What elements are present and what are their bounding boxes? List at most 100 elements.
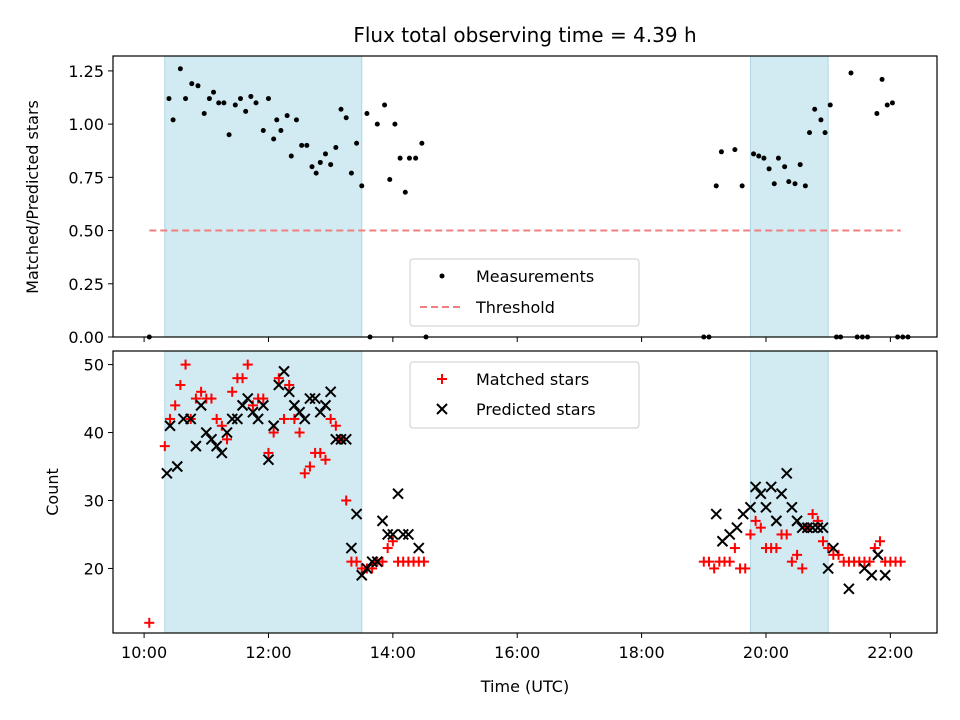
measurements-point [183, 96, 189, 102]
top-shaded-region-2 [750, 56, 829, 337]
matched-stars-point [330, 420, 341, 431]
matched-stars-point [703, 556, 714, 567]
predicted-stars-point [309, 392, 321, 405]
matched-stars-point [196, 386, 207, 397]
matched-stars-point [165, 413, 176, 424]
top-y-tick-label: 1.25 [68, 62, 104, 81]
predicted-stars-point [387, 528, 399, 541]
matched-stars-point [325, 413, 336, 424]
predicted-stars-point [252, 413, 264, 425]
predicted-stars-point [319, 399, 332, 412]
measurements-point [333, 145, 339, 151]
matched-stars-point [222, 434, 233, 445]
matched-stars-point [237, 373, 248, 384]
matched-stars-point [807, 509, 818, 520]
matched-stars-point [367, 563, 378, 574]
top-chart-title: Flux total observing time = 4.39 h [353, 23, 696, 47]
measurements-point [216, 100, 222, 106]
x-tick-label: 18:00 [619, 643, 665, 662]
x-tick-label: 22:00 [867, 643, 913, 662]
measurements-point [732, 147, 738, 153]
predicted-stars-point [330, 433, 342, 446]
top-x-ticks [143, 337, 891, 342]
measurements-point [879, 76, 885, 82]
predicted-stars-point [755, 487, 767, 500]
measurements-point [392, 121, 398, 127]
predicted-stars-point [185, 413, 197, 425]
measurements-point [419, 140, 425, 146]
matched-stars-point [180, 359, 191, 370]
matched-stars-point [781, 529, 792, 540]
measurements-point [348, 170, 354, 176]
matched-stars-point [797, 563, 808, 574]
predicted-stars-point [283, 386, 295, 398]
x-tick-label: 12:00 [245, 643, 291, 662]
predicted-stars-point [304, 392, 316, 405]
matched-stars-point [289, 413, 300, 424]
x-tick-label: 10:00 [121, 643, 167, 662]
matched-stars-point [418, 556, 429, 567]
legend-label-measurements: Measurements [476, 267, 594, 286]
measurements-point [221, 100, 227, 106]
matched-stars-point [750, 515, 761, 526]
matched-stars-point [833, 549, 844, 560]
top-y-tick-label: 1.00 [68, 115, 104, 134]
predicted-stars-point [273, 379, 285, 391]
measurements-point [274, 117, 280, 123]
measurements-point [818, 117, 824, 123]
measurements-point [374, 121, 380, 127]
matched-stars-point [268, 427, 279, 438]
predicted-stars-point [812, 521, 824, 534]
matched-stars-point [786, 556, 797, 567]
predicted-stars-point [786, 501, 798, 513]
measurements-point [889, 100, 895, 106]
predicted-stars-point [366, 555, 378, 568]
predicted-stars-point [161, 467, 173, 480]
matched-stars-point [320, 454, 331, 465]
predicted-stars-point [872, 549, 884, 561]
measurements-point [775, 155, 781, 161]
measurements-point [802, 183, 808, 189]
top-y-tick-label: 0.75 [68, 168, 104, 187]
measurements-point [177, 66, 183, 72]
matched-stars-point [351, 556, 362, 567]
predicted-stars-point [402, 528, 415, 541]
predicted-stars-point [350, 508, 363, 520]
measurements-point [359, 183, 365, 189]
bottom-y-tick-label: 40 [84, 424, 104, 443]
measurements-point [397, 155, 403, 161]
predicted-stars-point [242, 392, 254, 405]
matched-stars-point [144, 617, 155, 628]
predicted-stars-point [221, 426, 233, 439]
predicted-stars-point [744, 501, 757, 513]
measurements-point [166, 96, 172, 102]
measurements-point [243, 108, 249, 114]
predicted-stars-point [770, 515, 783, 527]
predicted-stars-point [765, 481, 777, 493]
measurements-point [226, 132, 232, 138]
predicted-stars-point [796, 521, 808, 534]
bottom-panel: 20 30 40 50 10:00 12:00 14:00 16:00 18:00 20:00 2… [43, 350, 938, 696]
predicted-stars-point [865, 569, 878, 581]
matched-stars-point [382, 543, 393, 554]
matched-stars-point [304, 461, 315, 472]
top-plot-marks [146, 66, 911, 340]
measurements-point [812, 106, 818, 112]
predicted-stars-point [293, 406, 306, 418]
matched-stars-point [817, 536, 828, 547]
matched-stars-point [175, 379, 186, 390]
legend-marker-predicted [436, 403, 448, 415]
measurements-point [786, 179, 792, 185]
legend-label-matched: Matched stars [476, 370, 589, 389]
predicted-stars-point [257, 399, 269, 412]
predicted-stars-point [781, 467, 793, 480]
predicted-stars-point [392, 487, 404, 500]
legend-marker-measurements [439, 273, 445, 279]
matched-stars-point [341, 495, 352, 506]
predicted-stars-point [216, 447, 228, 459]
predicted-stars-point [205, 433, 218, 446]
measurements-point [387, 176, 393, 182]
bottom-plot-marks [144, 359, 906, 628]
measurements-point [309, 164, 315, 170]
top-y-ticks: 0.00 0.25 0.50 0.75 1.00 1.25 [68, 62, 113, 347]
